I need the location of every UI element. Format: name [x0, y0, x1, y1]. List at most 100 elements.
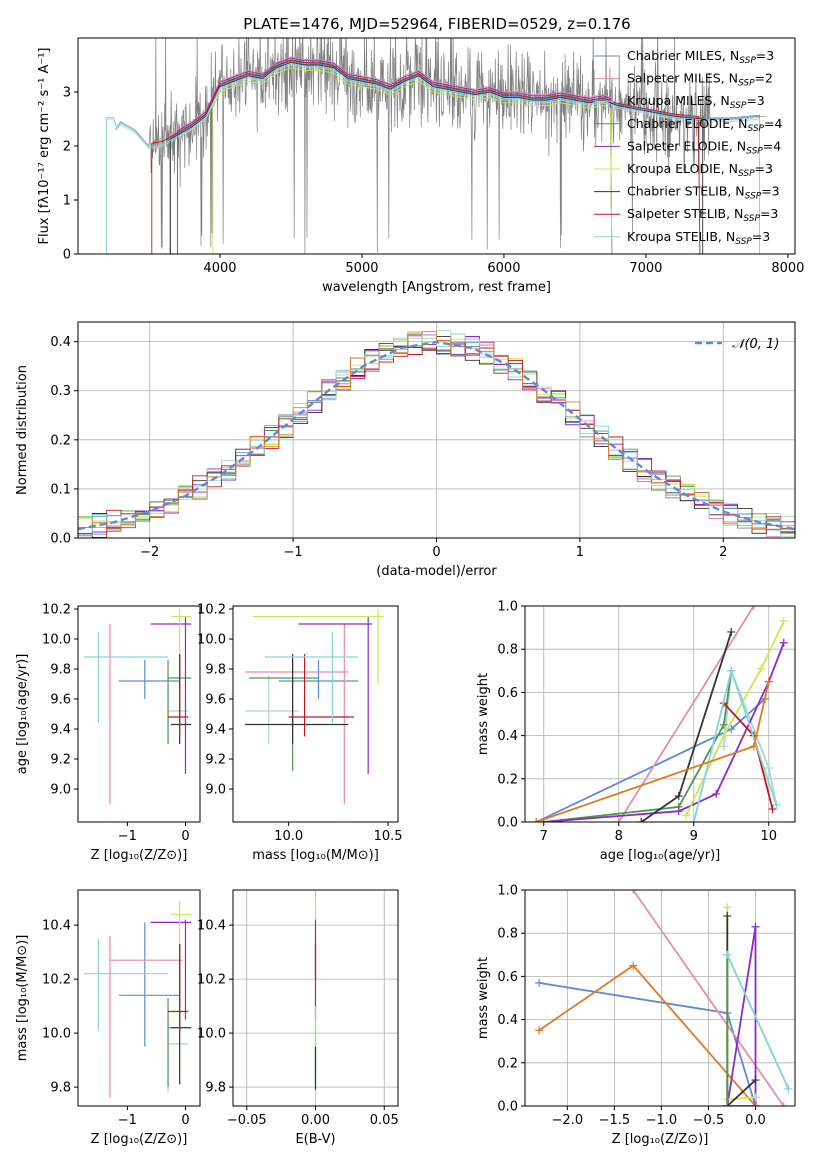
spectrum-ytick-label: 1	[63, 194, 71, 209]
weight-vs-age-series-line	[722, 670, 778, 805]
weight-vs-Z-xlabel: Z [log₁₀(Z/Z⊙)]	[612, 1132, 709, 1147]
legend-label: Salpeter STELIB, NSSP=3	[627, 206, 778, 224]
weight-vs-Z-xtick-label: 0.0	[745, 1113, 766, 1128]
weight-vs-age-ytick-label: 0.2	[497, 772, 518, 787]
residual-histogram-step	[78, 331, 795, 532]
weight-vs-Z-point-marker	[723, 950, 732, 959]
residuals-xtick-label: 2	[719, 545, 727, 560]
residuals-plot-area	[78, 330, 795, 538]
mass-vs-EBV-ytick-label: 9.8	[205, 1081, 226, 1096]
legend-label: Salpeter ELODIE, NSSP=4	[627, 138, 781, 156]
weight-vs-Z-xtick-label: −0.5	[693, 1113, 725, 1128]
legend-label: Kroupa ELODIE, NSSP=3	[627, 161, 773, 179]
weight-vs-age-xlabel: age [log₁₀(age/yr)]	[600, 848, 721, 863]
weight-vs-age-xtick-label: 10	[760, 829, 777, 844]
mass-vs-Z-xtick-label: 0	[181, 1113, 189, 1128]
figure-title: PLATE=1476, MJD=52964, FIBERID=0529, z=0…	[243, 15, 630, 33]
age-vs-Z-axes: −1 0 9.0 9.2 9.4 9.6 9.8 10.0 10.2 Z [log₁₀(Z/Z⊙)…	[15, 603, 190, 864]
weight-vs-age-point-marker	[674, 807, 683, 816]
residuals-xtick-label: 0	[432, 545, 440, 560]
spectrum-axes: 4000 5000 6000 7000 8000 0 1 2 3 wavelength [Angs…	[37, 48, 804, 296]
weight-vs-age-point-marker	[727, 725, 736, 734]
age-vs-Z-ylabel: age [log₁₀(age/yr)]	[15, 654, 30, 775]
age-vs-Z-ytick-label: 9.8	[50, 663, 71, 678]
spectrum-model-line	[176, 57, 613, 254]
weight-vs-age-xtick-label: 7	[540, 829, 548, 844]
age-vs-mass-axes: 10.0 10.5 9.0 9.2 9.4 9.6 9.8 10.0 10.2 mass [log…	[197, 603, 402, 864]
mass-vs-Z-plot-area	[83, 900, 192, 1098]
weight-vs-age-point-marker	[764, 677, 773, 686]
mass-vs-Z-ylabel: mass [log₁₀(M/M⊙)]	[15, 935, 30, 1062]
weight-vs-age-point-marker	[614, 818, 623, 822]
legend-label: Chabrier ELODIE, NSSP=4	[627, 116, 782, 134]
weight-vs-age-point-marker	[719, 731, 728, 740]
weight-vs-age-point-marker	[532, 818, 541, 822]
mass-vs-EBV-ytick-label: 10.0	[197, 1027, 226, 1042]
spectrum-model-line	[105, 62, 760, 254]
weight-vs-age-ytick-label: 0.8	[497, 643, 518, 658]
age-vs-Z-xlabel: Z [log₁₀(Z/Z⊙)]	[91, 848, 188, 863]
weight-vs-age-ytick-label: 0.4	[497, 729, 518, 744]
weight-vs-Z-point-marker	[751, 1076, 760, 1085]
residuals-axes: −2 −1 0 1 2 0.0 0.1 0.2 0.3 0.4 (data-model)/error…	[15, 322, 795, 579]
mass-vs-EBV-xlabel: E(B-V)	[295, 1132, 335, 1147]
normal-legend-label: 𝒩(0, 1)	[732, 337, 779, 352]
mass-vs-EBV-xtick-label: 0.00	[301, 1113, 330, 1128]
mass-vs-Z-ytick-label: 10.0	[42, 1027, 71, 1042]
age-vs-mass-xtick-label: 10.5	[374, 829, 403, 844]
mass-vs-Z-axes: −1 0 9.8 10.0 10.2 10.4 Z [log₁₀(Z/Z⊙)] mass [l…	[15, 919, 190, 1147]
weight-vs-age-xtick-label: 9	[690, 829, 698, 844]
age-vs-Z-ytick-label: 10.0	[42, 633, 71, 648]
weight-vs-Z-point-marker	[723, 903, 732, 912]
weight-vs-Z-series-line	[538, 982, 757, 1106]
weight-vs-Z-point-marker	[751, 1093, 760, 1102]
age-vs-Z-ytick-label: 9.6	[50, 693, 71, 708]
spectrum-ytick-label: 3	[63, 86, 71, 101]
mass-vs-Z-xtick-label: −1	[118, 1113, 137, 1128]
mass-vs-Z-ytick-label: 10.2	[42, 973, 71, 988]
weight-vs-age-point-marker	[757, 664, 766, 673]
residual-histogram-step	[78, 345, 795, 538]
residuals-xlabel: (data-model)/error	[376, 564, 497, 579]
weight-vs-Z-ytick-label: 0.6	[497, 970, 518, 985]
weight-vs-Z-point-marker	[751, 922, 760, 931]
age-vs-mass-xtick-label: 10.0	[274, 829, 303, 844]
weight-vs-age-point-marker	[764, 764, 773, 772]
weight-vs-Z-xtick-label: −1.0	[646, 1113, 678, 1128]
residuals-xtick-label: 1	[576, 545, 584, 560]
weight-vs-Z-series-line	[538, 964, 757, 1106]
weight-vs-age-point-marker	[689, 818, 698, 822]
normal-curve-line	[78, 340, 795, 531]
weight-vs-age-point-marker	[637, 818, 646, 822]
mass-vs-EBV-axes: −0.05 0.00 0.05 9.8 10.0 10.2 10.4 E(B-V)	[197, 890, 399, 1147]
weight-vs-Z-axes: −2.0 −1.5 −1.0 −0.5 0.0 0.0 0.2 0.4 0.6 0.8 1.0 Z […	[476, 884, 795, 1147]
weight-vs-age-axes: 7 8 9 10 0.0 0.2 0.4 0.6 0.8 1.0 age [log₁₀(age/yr…	[476, 600, 795, 863]
mass-vs-Z-frame	[77, 889, 201, 1107]
weight-vs-Z-point-marker	[535, 978, 544, 987]
weight-vs-age-series-line	[543, 670, 733, 822]
weight-vs-age-point-marker	[779, 638, 788, 647]
weight-vs-age-series-line	[535, 698, 766, 822]
mass-vs-Z-xlabel: Z [log₁₀(Z/Z⊙)]	[91, 1132, 188, 1147]
age-vs-Z-frame	[77, 605, 201, 823]
weight-vs-Z-ytick-label: 0.8	[497, 927, 518, 942]
weight-vs-age-point-marker	[779, 617, 788, 626]
weight-vs-Z-point-marker	[784, 1084, 793, 1093]
spectrum-xtick-label: 8000	[771, 261, 804, 276]
weight-vs-age-series-line	[543, 642, 785, 822]
age-vs-mass-plot-area	[244, 609, 385, 804]
weight-vs-Z-ylabel: mass weight	[476, 957, 491, 1039]
weight-vs-age-series-line	[536, 681, 770, 822]
weight-vs-age-plot-area	[532, 606, 788, 822]
weight-vs-Z-point-marker	[535, 1026, 544, 1035]
age-vs-mass-ytick-label: 9.2	[205, 753, 226, 768]
residuals-ytick-label: 0.3	[50, 384, 71, 399]
age-vs-mass-ytick-label: 10.0	[197, 633, 226, 648]
age-vs-Z-ytick-label: 9.4	[50, 723, 71, 738]
residuals-ytick-label: 0.4	[50, 335, 71, 350]
weight-vs-age-ylabel: mass weight	[476, 673, 491, 755]
legend-label: Kroupa STELIB, NSSP=3	[627, 229, 770, 247]
weight-vs-age-point-marker	[727, 666, 736, 675]
spectrum-frame	[77, 37, 796, 255]
